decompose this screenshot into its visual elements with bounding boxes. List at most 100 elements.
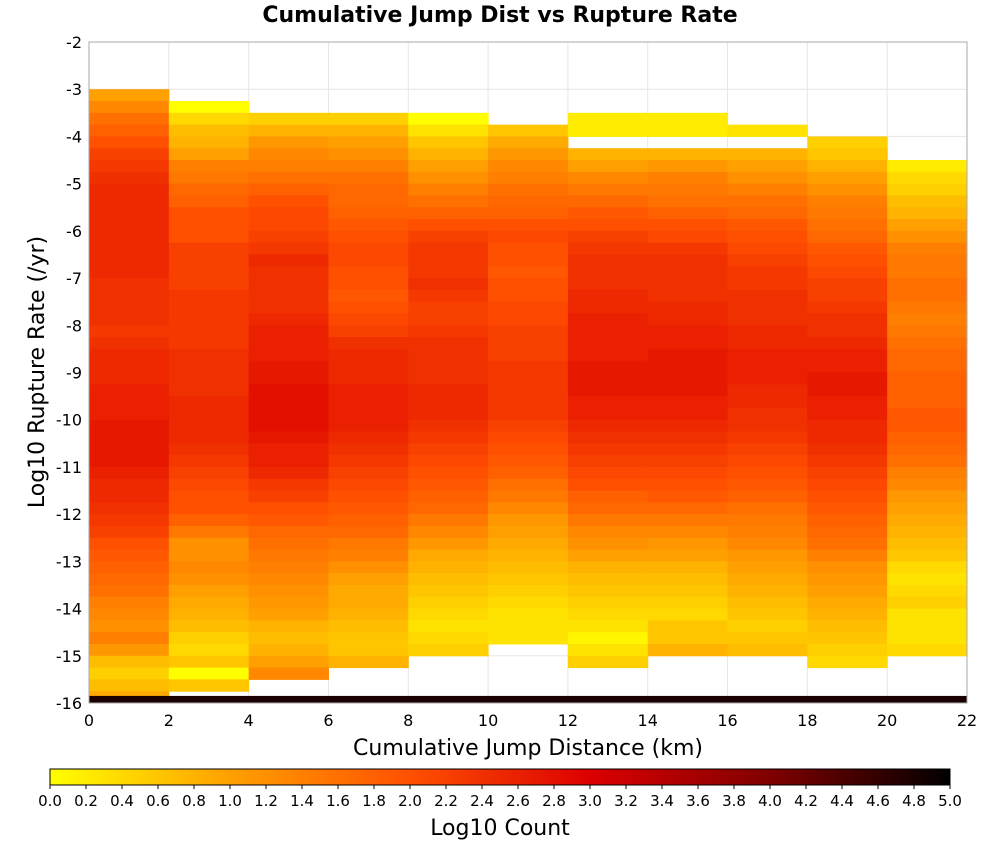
heatmap-cell	[89, 561, 170, 574]
heatmap-cell	[727, 266, 808, 279]
heatmap-cell	[89, 655, 170, 669]
heatmap-cell	[488, 478, 569, 492]
heatmap-cell	[567, 466, 649, 480]
heatmap-cell	[567, 230, 649, 244]
heatmap-cell	[567, 348, 649, 362]
heatmap-cell	[647, 419, 729, 433]
heatmap-cell	[408, 348, 489, 362]
heatmap-cell	[488, 242, 569, 255]
heatmap-cell	[807, 289, 888, 303]
heatmap-cell	[408, 372, 489, 385]
y-tick-label: -11	[56, 458, 82, 477]
heatmap-cell	[248, 537, 329, 551]
heatmap-cell	[168, 124, 250, 137]
heatmap-cell	[248, 632, 329, 645]
heatmap-cell	[89, 183, 170, 196]
heatmap-cell	[567, 620, 649, 633]
heatmap-cell	[727, 514, 808, 527]
colorbar-tick-label: 0.2	[74, 792, 98, 810]
heatmap-cell	[647, 325, 729, 338]
y-tick-label: -13	[56, 552, 82, 571]
heatmap-cell	[89, 419, 170, 433]
heatmap-cell	[887, 325, 968, 338]
heatmap-cell	[887, 596, 968, 610]
heatmap-cell	[89, 514, 170, 527]
heatmap-cell	[488, 124, 569, 137]
heatmap-cell	[807, 596, 888, 610]
heatmap-cell	[328, 455, 409, 468]
heatmap-cell	[328, 632, 409, 645]
heatmap-cell	[887, 502, 968, 515]
heatmap-cell	[488, 502, 569, 515]
heatmap-cell	[727, 502, 808, 515]
heatmap-cell	[248, 384, 329, 397]
x-tick-label: 0	[84, 711, 94, 730]
heatmap-cell	[488, 584, 569, 598]
heatmap-cell	[488, 419, 569, 433]
heatmap-cell	[408, 219, 489, 232]
heatmap-cell	[248, 431, 329, 444]
heatmap-cell	[248, 396, 329, 409]
heatmap-cell	[408, 407, 489, 421]
heatmap-cell	[887, 537, 968, 551]
heatmap-cell	[647, 407, 729, 421]
heatmap-cell	[89, 160, 170, 173]
heatmap-cell	[567, 561, 649, 574]
heatmap-cell	[807, 502, 888, 515]
heatmap-cell	[248, 313, 329, 326]
heatmap-cell	[248, 112, 329, 126]
heatmap-cell	[168, 254, 250, 267]
heatmap-cell	[168, 230, 250, 244]
heatmap-cell	[328, 514, 409, 527]
heatmap-cell	[647, 171, 729, 185]
heatmap-cell	[567, 254, 649, 267]
heatmap-cell	[328, 266, 409, 279]
y-axis-ticks: -2 -3 -4 -5 -6 -7 -8 -9 -10 -11 -12 -13 -14 -15 -16	[56, 33, 82, 713]
heatmap-cell	[328, 195, 409, 208]
heatmap-cell	[807, 325, 888, 338]
heatmap-cell	[567, 549, 649, 562]
heatmap-cell	[248, 124, 329, 137]
heatmap-cell	[807, 360, 888, 373]
heatmap-cell	[567, 372, 649, 385]
heatmap-cell	[89, 266, 170, 279]
heatmap-cell	[567, 455, 649, 468]
heatmap-cell	[567, 443, 649, 456]
heatmap-cell	[488, 254, 569, 267]
heatmap-cell	[567, 478, 649, 492]
heatmap-cell	[567, 337, 649, 350]
heatmap-cell	[488, 384, 569, 397]
heatmap-cell	[89, 207, 170, 220]
heatmap-cell	[168, 549, 250, 562]
heatmap-cell	[248, 584, 329, 598]
heatmap-cell	[89, 584, 170, 598]
heatmap-cell	[89, 219, 170, 232]
heatmap-cell	[727, 573, 808, 586]
heatmap-cell	[168, 632, 250, 645]
heatmap-cell	[727, 561, 808, 574]
heatmap-cell	[807, 266, 888, 279]
heatmap-cell	[89, 407, 170, 421]
heatmap-cell	[408, 160, 489, 173]
heatmap-cell	[248, 561, 329, 574]
heatmap-cell	[647, 183, 729, 196]
heatmap-cell	[328, 337, 409, 350]
heatmap-cell	[248, 301, 329, 314]
heatmap-cell	[727, 584, 808, 598]
heatmap-cell	[488, 266, 569, 279]
heatmap-cell	[488, 549, 569, 562]
heatmap-cell	[807, 254, 888, 267]
heatmap-cell	[807, 620, 888, 633]
heatmap-cell	[328, 148, 409, 161]
heatmap-cell	[647, 561, 729, 574]
heatmap-cell	[168, 384, 250, 397]
heatmap-cell	[647, 431, 729, 444]
heatmap-cell	[248, 455, 329, 468]
heatmap-cell	[168, 101, 250, 114]
heatmap-cell	[168, 561, 250, 574]
heatmap-cell	[647, 337, 729, 350]
heatmap-cell	[567, 195, 649, 208]
colorbar-tick-label: 1.0	[218, 792, 242, 810]
heatmap-cell	[727, 207, 808, 220]
heatmap-cell	[408, 584, 489, 598]
